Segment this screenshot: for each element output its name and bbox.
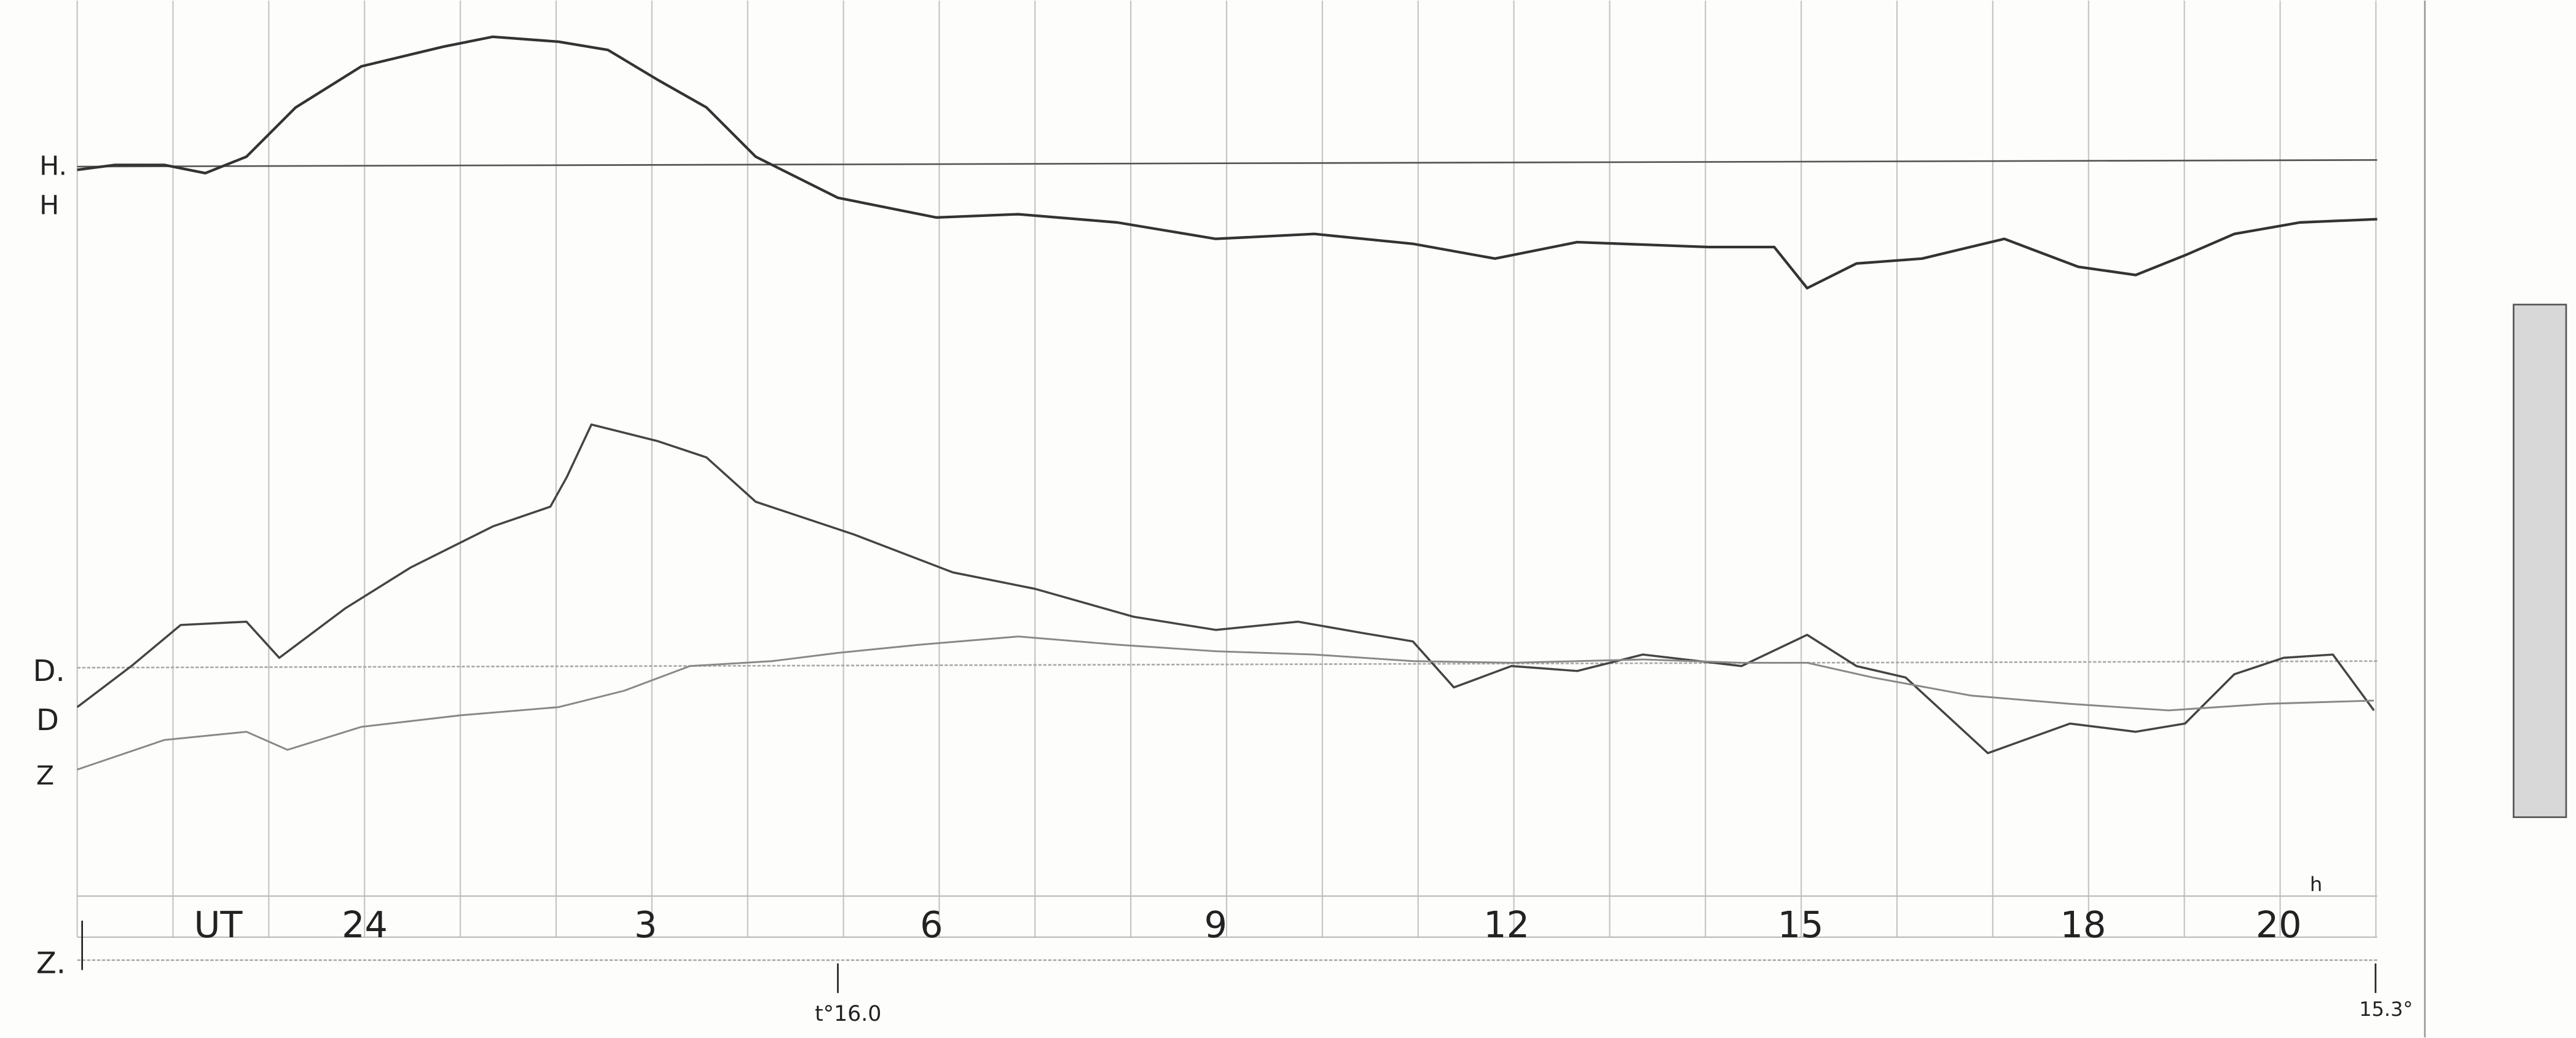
- d-baseline: [77, 660, 2378, 669]
- h-baseline: [77, 159, 2378, 168]
- time-tick-label: 9: [1204, 903, 1227, 946]
- time-tick-label: 20: [2256, 903, 2302, 946]
- h-label: H: [39, 191, 59, 221]
- time-axis-label: UT: [194, 903, 243, 946]
- end-temperature: 15.3°: [2359, 997, 2413, 1021]
- z-base-label: Z.: [36, 946, 66, 981]
- z-trace: [77, 635, 2374, 771]
- d-label: D: [36, 703, 59, 737]
- time-tick-label: 24: [342, 903, 388, 946]
- d-trace: [76, 423, 2375, 755]
- d-base-label: D.: [33, 654, 65, 688]
- time-tick-label: 3: [634, 903, 657, 946]
- time-tick-label: 15: [1778, 903, 1824, 946]
- calibration-strip: [2513, 304, 2567, 819]
- h-trace: [77, 35, 2378, 290]
- h-base-label: H.: [39, 151, 67, 181]
- time-tick-label: 18: [2060, 903, 2107, 946]
- grid: [76, 1, 2377, 937]
- time-unit: h: [2310, 873, 2322, 896]
- start-temperature: t°16.0: [815, 1002, 881, 1026]
- time-tick-label: 12: [1483, 903, 1530, 946]
- z-label: Z: [36, 760, 54, 791]
- time-tick-label: 6: [920, 903, 943, 946]
